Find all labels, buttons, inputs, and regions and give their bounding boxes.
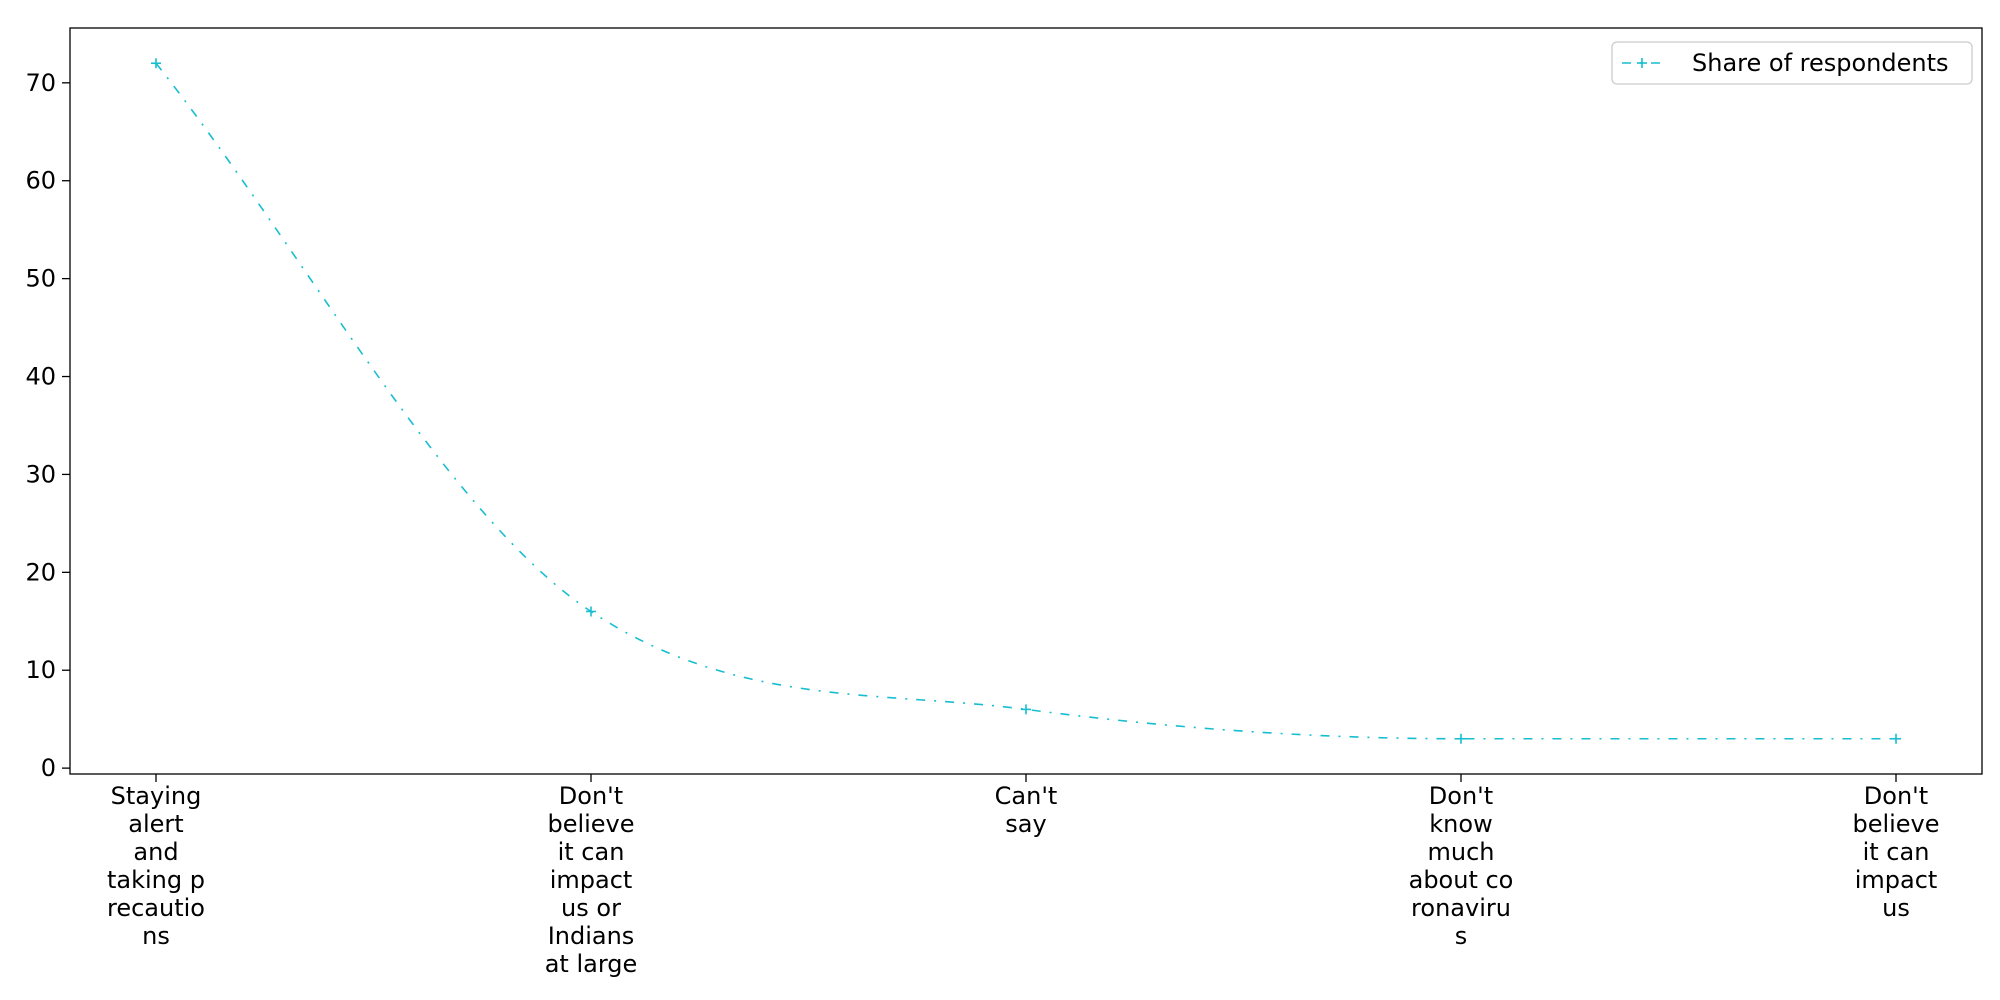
legend-box xyxy=(1611,41,1973,85)
y-tick-label: 60 xyxy=(25,167,56,195)
series-line xyxy=(155,62,1896,740)
legend-plus-marker xyxy=(1637,58,1647,68)
x-tick-label: Can't say xyxy=(995,782,1058,838)
x-tick-label: Don't believe it can impact us xyxy=(1852,782,1939,922)
legend-series-marker xyxy=(1637,58,1647,68)
y-tick-label: 40 xyxy=(25,363,56,391)
y-tick-label: 10 xyxy=(25,656,56,684)
y-tick-label: 0 xyxy=(41,754,56,782)
x-tick-label: Don't believe it can impact us or Indians at l… xyxy=(545,782,638,978)
x-tick-label: Staying alert and taking p recautio ns xyxy=(107,782,205,950)
data-point xyxy=(1891,733,1901,744)
y-axis-ticks: 0 10 20 30 40 50 60 70 xyxy=(25,69,70,782)
y-tick-label: 50 xyxy=(25,265,56,293)
series-layer xyxy=(151,58,1901,744)
y-tick-label: 30 xyxy=(25,460,56,488)
y-tick-label: 20 xyxy=(25,558,56,586)
y-tick-label: 70 xyxy=(25,69,56,97)
x-tick-label: Don't know much about co ronaviru s xyxy=(1409,782,1514,950)
plot-area-frame xyxy=(69,27,1983,775)
data-point xyxy=(1456,733,1466,744)
data-point xyxy=(151,58,161,69)
legend-series-label: Share of respondents xyxy=(1692,49,1949,77)
x-axis-ticks: Staying alert and taking p recautio ns Don't be… xyxy=(107,774,1940,978)
data-point xyxy=(586,606,596,617)
legend: Share of respondents xyxy=(1611,41,1973,85)
data-point xyxy=(1021,704,1031,715)
